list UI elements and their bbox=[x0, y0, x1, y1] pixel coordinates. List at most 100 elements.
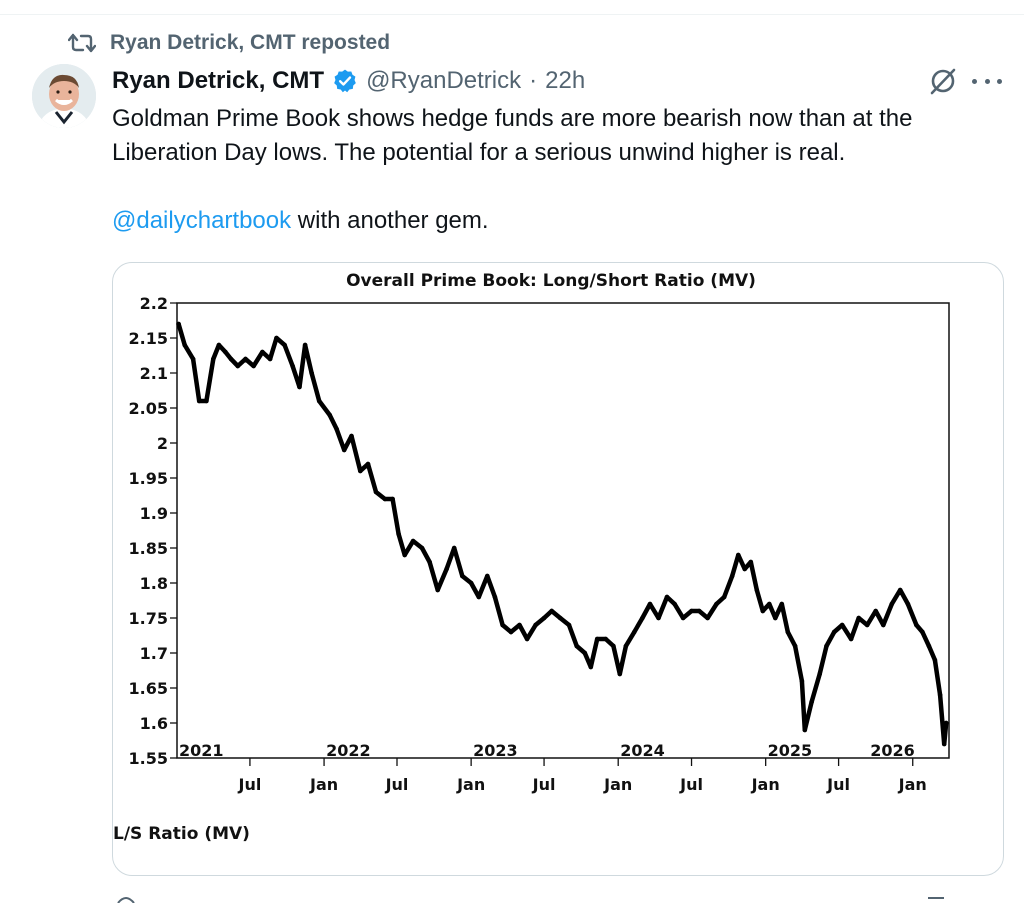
data-point bbox=[517, 622, 522, 628]
x-tick-label: Jul bbox=[238, 775, 262, 794]
data-point bbox=[460, 573, 465, 579]
author-handle[interactable]: @RyanDetrick bbox=[366, 67, 522, 94]
data-point bbox=[476, 594, 482, 600]
data-point bbox=[533, 622, 538, 628]
data-point bbox=[721, 594, 727, 600]
data-point bbox=[588, 664, 594, 670]
tweet-header: Ryan Detrick, CMT @RyanDetrick · 22h bbox=[112, 64, 585, 98]
data-point bbox=[410, 538, 416, 544]
data-point bbox=[632, 629, 637, 635]
grok-icon[interactable] bbox=[928, 66, 958, 96]
data-point bbox=[647, 601, 653, 607]
series-layer bbox=[176, 321, 949, 747]
data-point bbox=[235, 363, 241, 369]
legend-label: L/S Ratio (MV) bbox=[113, 824, 250, 844]
x-year-label: 2021 bbox=[179, 741, 224, 760]
y-tick-label: 2.1 bbox=[140, 364, 168, 383]
data-point bbox=[582, 650, 588, 656]
x-tick-label: Jan bbox=[898, 775, 927, 794]
repost-icon bbox=[66, 30, 98, 56]
data-point bbox=[864, 622, 870, 628]
data-point bbox=[603, 636, 608, 642]
data-point bbox=[905, 601, 911, 607]
data-point bbox=[856, 615, 861, 621]
data-point bbox=[541, 615, 547, 621]
y-tick-label: 1.9 bbox=[140, 504, 168, 523]
data-point bbox=[664, 594, 670, 600]
data-point bbox=[566, 622, 572, 628]
repost-context[interactable]: Ryan Detrick, CMT reposted bbox=[66, 30, 390, 56]
x-tick-label: Jul bbox=[532, 775, 556, 794]
data-point bbox=[689, 608, 694, 614]
tweet-line-1: Goldman Prime Book shows hedge funds are… bbox=[112, 105, 913, 132]
avatar[interactable] bbox=[32, 64, 96, 128]
data-point bbox=[267, 356, 273, 362]
data-point bbox=[914, 622, 919, 628]
plot-frame bbox=[176, 302, 950, 759]
x-year-label: 2025 bbox=[768, 741, 813, 760]
y-tick-label: 1.6 bbox=[140, 714, 168, 733]
data-point bbox=[742, 566, 747, 572]
data-point bbox=[451, 545, 457, 551]
data-point bbox=[349, 433, 354, 439]
data-point bbox=[444, 566, 449, 572]
data-point bbox=[341, 447, 347, 453]
data-point bbox=[402, 552, 408, 558]
data-point bbox=[736, 552, 741, 558]
chart-image-card[interactable]: Overall Prime Book: Long/Short Ratio (MV… bbox=[112, 262, 1004, 876]
data-point bbox=[705, 615, 710, 621]
data-point bbox=[848, 636, 854, 642]
data-point bbox=[754, 587, 760, 593]
x-axis: 2021 2022 2023 2024 2025 2026 Jul Jan Jul Jan Jul J… bbox=[179, 741, 927, 794]
data-point bbox=[196, 398, 202, 404]
data-point bbox=[182, 342, 187, 348]
repost-label: Ryan Detrick, CMT reposted bbox=[110, 31, 391, 54]
header-separator: · bbox=[529, 67, 538, 94]
data-point bbox=[316, 398, 322, 404]
data-point bbox=[427, 559, 432, 565]
data-point bbox=[611, 643, 616, 649]
data-point bbox=[802, 727, 808, 733]
data-point bbox=[831, 629, 837, 635]
data-point bbox=[390, 496, 395, 502]
data-point bbox=[524, 636, 530, 642]
data-point bbox=[767, 601, 772, 607]
x-tick-label: Jan bbox=[751, 775, 780, 794]
tweet-line-3-rest: with another gem. bbox=[291, 207, 489, 234]
verified-badge-icon[interactable] bbox=[332, 68, 358, 94]
data-point bbox=[549, 608, 554, 614]
data-point bbox=[920, 629, 925, 635]
tweet-text: Goldman Prime Book shows hedge funds are… bbox=[112, 102, 1012, 238]
data-point bbox=[302, 342, 308, 348]
y-tick-label: 1.75 bbox=[129, 609, 168, 628]
top-divider bbox=[0, 0, 1024, 15]
data-point bbox=[897, 587, 903, 593]
y-tick-label: 2.05 bbox=[129, 399, 168, 418]
data-point bbox=[696, 608, 702, 614]
mention-link[interactable]: @dailychartbook bbox=[112, 207, 292, 234]
author-display-name[interactable]: Ryan Detrick, CMT bbox=[112, 67, 325, 94]
y-tick-label: 1.55 bbox=[129, 749, 168, 768]
tweet-time[interactable]: 22h bbox=[545, 67, 586, 94]
data-point bbox=[419, 545, 425, 551]
data-point bbox=[334, 426, 339, 432]
data-point bbox=[680, 615, 686, 621]
y-tick-label: 2 bbox=[157, 434, 168, 453]
more-options-icon[interactable] bbox=[972, 70, 1002, 92]
data-point bbox=[228, 356, 234, 362]
data-point bbox=[792, 643, 798, 649]
x-tick-label: Jan bbox=[603, 775, 632, 794]
data-point bbox=[485, 573, 490, 579]
data-point bbox=[824, 643, 829, 649]
data-point bbox=[251, 363, 256, 369]
data-point bbox=[594, 636, 600, 642]
data-point bbox=[358, 468, 363, 474]
x-tick-label: Jan bbox=[309, 775, 338, 794]
data-point bbox=[290, 363, 295, 369]
data-point bbox=[656, 615, 661, 621]
data-point bbox=[809, 699, 814, 705]
series-line bbox=[176, 321, 949, 747]
data-point bbox=[773, 615, 778, 621]
x-tick-label: Jan bbox=[456, 775, 485, 794]
next-tweet-edge bbox=[0, 890, 1024, 904]
